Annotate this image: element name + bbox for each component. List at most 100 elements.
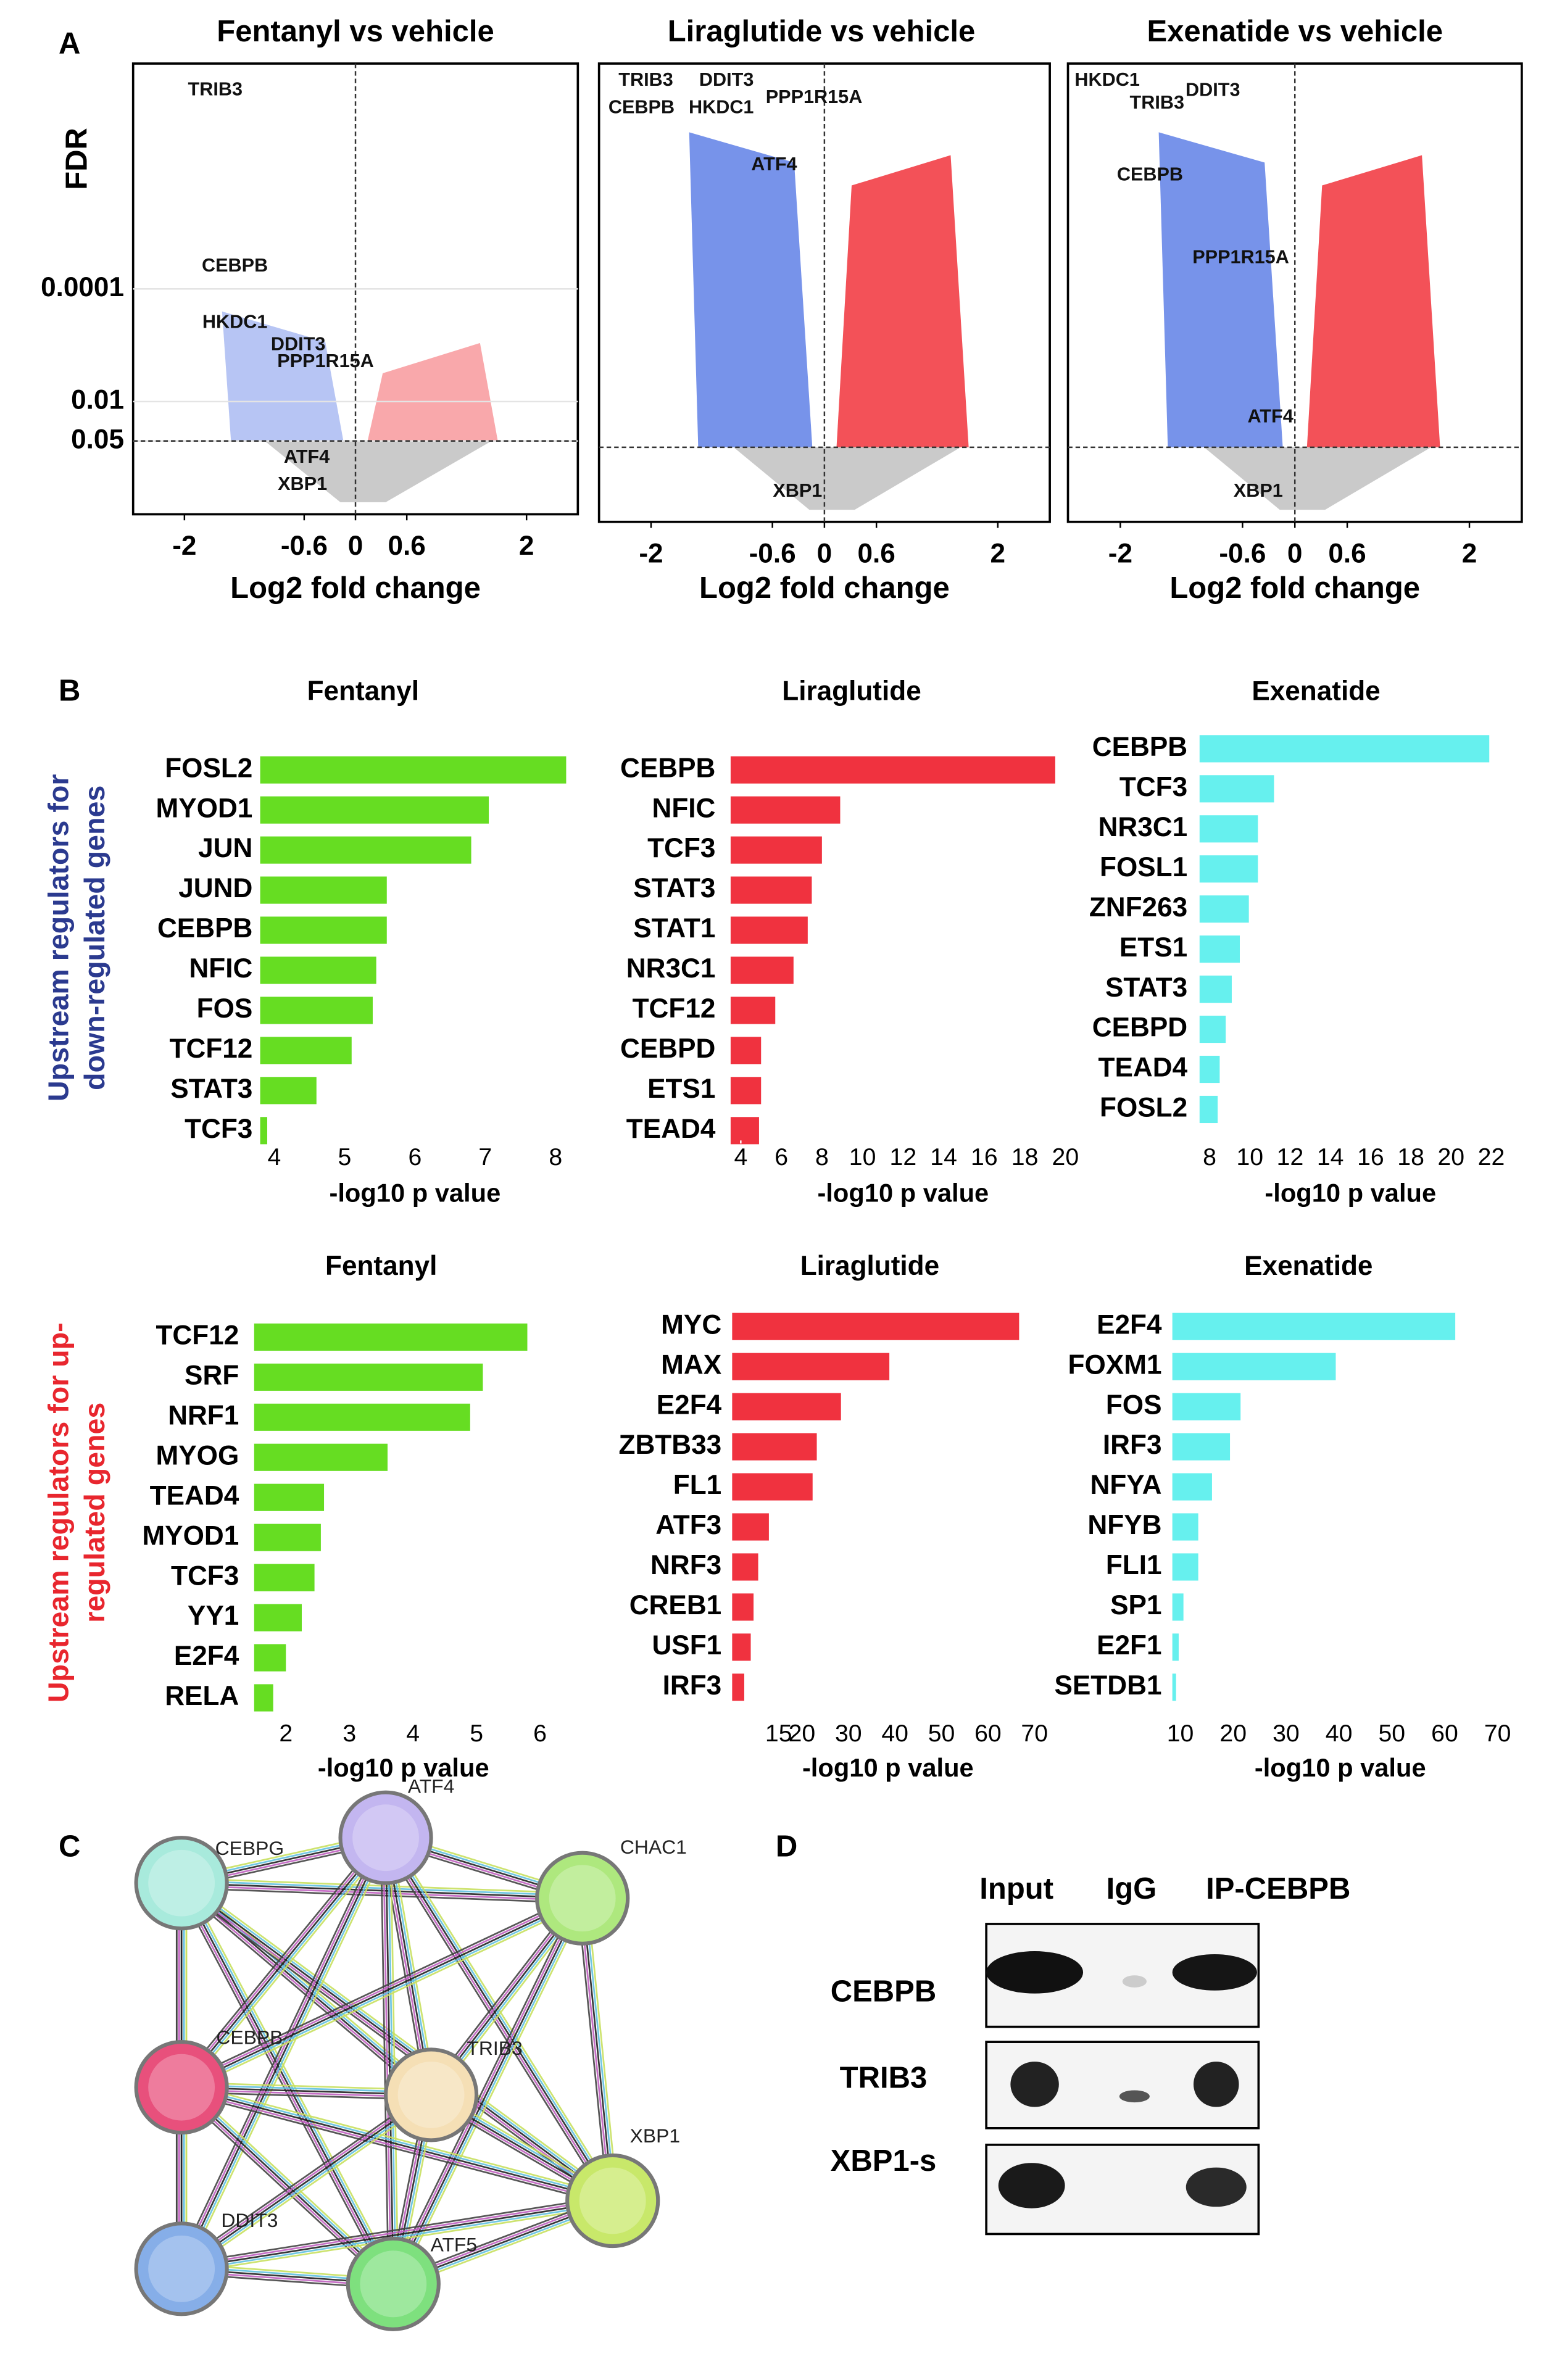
bar-chart: Fentanyl TCF12 SRF NRF1 MYOG TEAD4 MYOD1 TCF3 YY…	[142, 1251, 547, 1782]
category-label: ETS1	[1119, 932, 1187, 963]
western-blot-frames	[985, 1923, 1260, 2236]
network-edge	[382, 1838, 392, 2284]
x-tick-label: 12	[1277, 1144, 1304, 1171]
category-label: NFYA	[1090, 1470, 1161, 1500]
network-edge	[182, 2084, 396, 2283]
bar	[732, 1312, 1020, 1340]
category-label: TCF3	[185, 1114, 252, 1144]
network-node	[346, 2236, 441, 2331]
category-label: ATF3	[655, 1510, 721, 1540]
network-edge	[389, 1838, 399, 2284]
bar	[732, 1673, 744, 1701]
network-edge	[394, 1899, 586, 2286]
category-label: FLI1	[1106, 1550, 1162, 1580]
x-tick-label: 2	[1462, 538, 1477, 568]
category-label: MYOG	[156, 1440, 239, 1470]
x-tick-label: 8	[1203, 1144, 1216, 1171]
point-cloud	[733, 447, 961, 510]
bar	[254, 1483, 325, 1511]
x-tick-label: -0.6	[1219, 538, 1266, 568]
network-edge	[389, 1835, 618, 2199]
network-edge	[383, 1838, 612, 2203]
network-node	[134, 2040, 229, 2135]
category-label: FOSL2	[1100, 1093, 1187, 1123]
category-label: ZNF263	[1089, 892, 1187, 923]
bar	[732, 1593, 754, 1621]
network-edge	[182, 1880, 615, 2200]
network-edge	[179, 2088, 392, 2287]
category-label: FOS	[1106, 1390, 1162, 1420]
network-edge	[183, 1838, 389, 2271]
x-axis-label: -log10 p value	[318, 1753, 489, 1782]
chart-title: Fentanyl	[325, 1251, 437, 1281]
chart-title: Exenatide	[1252, 676, 1380, 706]
category-label: JUN	[198, 833, 252, 863]
point-cloud	[689, 132, 813, 447]
bar-chart: Liraglutide CEBPB NFIC TCF3 STAT3 STAT1 NR3C1 T…	[620, 676, 1079, 1207]
x-axis-label: -log10 p value	[329, 1178, 500, 1207]
category-label: MYOD1	[156, 793, 252, 823]
category-label: SETDB1	[1054, 1670, 1161, 1701]
category-label: SP1	[1110, 1590, 1161, 1620]
category-label: TEAD4	[626, 1114, 716, 1144]
x-tick-label: 20	[1219, 1720, 1247, 1747]
network-edge	[397, 1900, 588, 2287]
network-edge	[181, 2086, 394, 2285]
x-tick-label: 30	[835, 1720, 862, 1747]
category-label: NR3C1	[626, 953, 716, 984]
network-edge	[181, 1837, 387, 2088]
bar	[260, 1117, 267, 1145]
category-label: FOSL2	[165, 753, 252, 783]
point-cloud	[1204, 447, 1431, 510]
category-label: SRF	[185, 1360, 239, 1390]
bar	[254, 1443, 388, 1471]
bar-chart: Fentanyl FOSL2 MYOD1 JUN JUND CEBPB NFIC FOS TCF…	[156, 676, 567, 1207]
network-edge	[180, 1883, 394, 2284]
x-tick-label: 5	[470, 1720, 483, 1747]
bar	[260, 756, 567, 784]
network-edge	[181, 2200, 613, 2270]
category-label: YY1	[188, 1601, 239, 1631]
gene-label: HKDC1	[689, 96, 754, 117]
gene-label: PPP1R15A	[277, 350, 374, 371]
y-tick-label: 0.0001	[41, 272, 124, 302]
bar	[1172, 1433, 1231, 1461]
category-label: FOS	[197, 993, 253, 1024]
category-label: TEAD4	[150, 1480, 239, 1511]
blot-band	[1193, 2061, 1239, 2107]
panel-letter: B	[59, 674, 80, 708]
bar	[260, 836, 471, 864]
x-tick-label: 10	[849, 1144, 876, 1171]
category-label: E2F4	[657, 1390, 722, 1420]
bar	[1172, 1473, 1212, 1501]
bar	[1199, 775, 1274, 803]
network-node	[383, 2047, 479, 2142]
x-tick-label: 50	[1378, 1720, 1405, 1747]
blot-band	[998, 2163, 1065, 2208]
gene-label: ATF4	[1247, 405, 1293, 426]
node-label: ATF4	[408, 1775, 455, 1797]
blot-row-label: TRIB3	[840, 2061, 928, 2094]
gene-label: ATF4	[751, 154, 797, 175]
y-axis-label: FDR	[60, 128, 93, 190]
x-tick-label: -0.6	[749, 538, 796, 568]
gene-label: TRIB3	[1130, 92, 1184, 113]
node-inner	[352, 1804, 419, 1872]
gene-label: CEBPB	[202, 255, 268, 276]
bar	[254, 1323, 528, 1351]
network-edge	[184, 2083, 397, 2281]
category-label: TEAD4	[1098, 1053, 1188, 1083]
row-label: regulated genes	[78, 1403, 110, 1623]
node-inner	[579, 2167, 646, 2234]
x-tick-label: 70	[1484, 1720, 1511, 1747]
blot-row-label: XBP1-s	[831, 2144, 937, 2178]
network-edge	[180, 2195, 612, 2265]
bar	[730, 956, 794, 984]
network-edge	[384, 1838, 394, 2284]
chart-title: Fentanyl	[307, 676, 419, 706]
point-cloud	[836, 155, 969, 447]
category-label: USF1	[652, 1630, 721, 1661]
network-edge	[388, 1896, 579, 2283]
x-tick-label: 8	[549, 1144, 562, 1171]
